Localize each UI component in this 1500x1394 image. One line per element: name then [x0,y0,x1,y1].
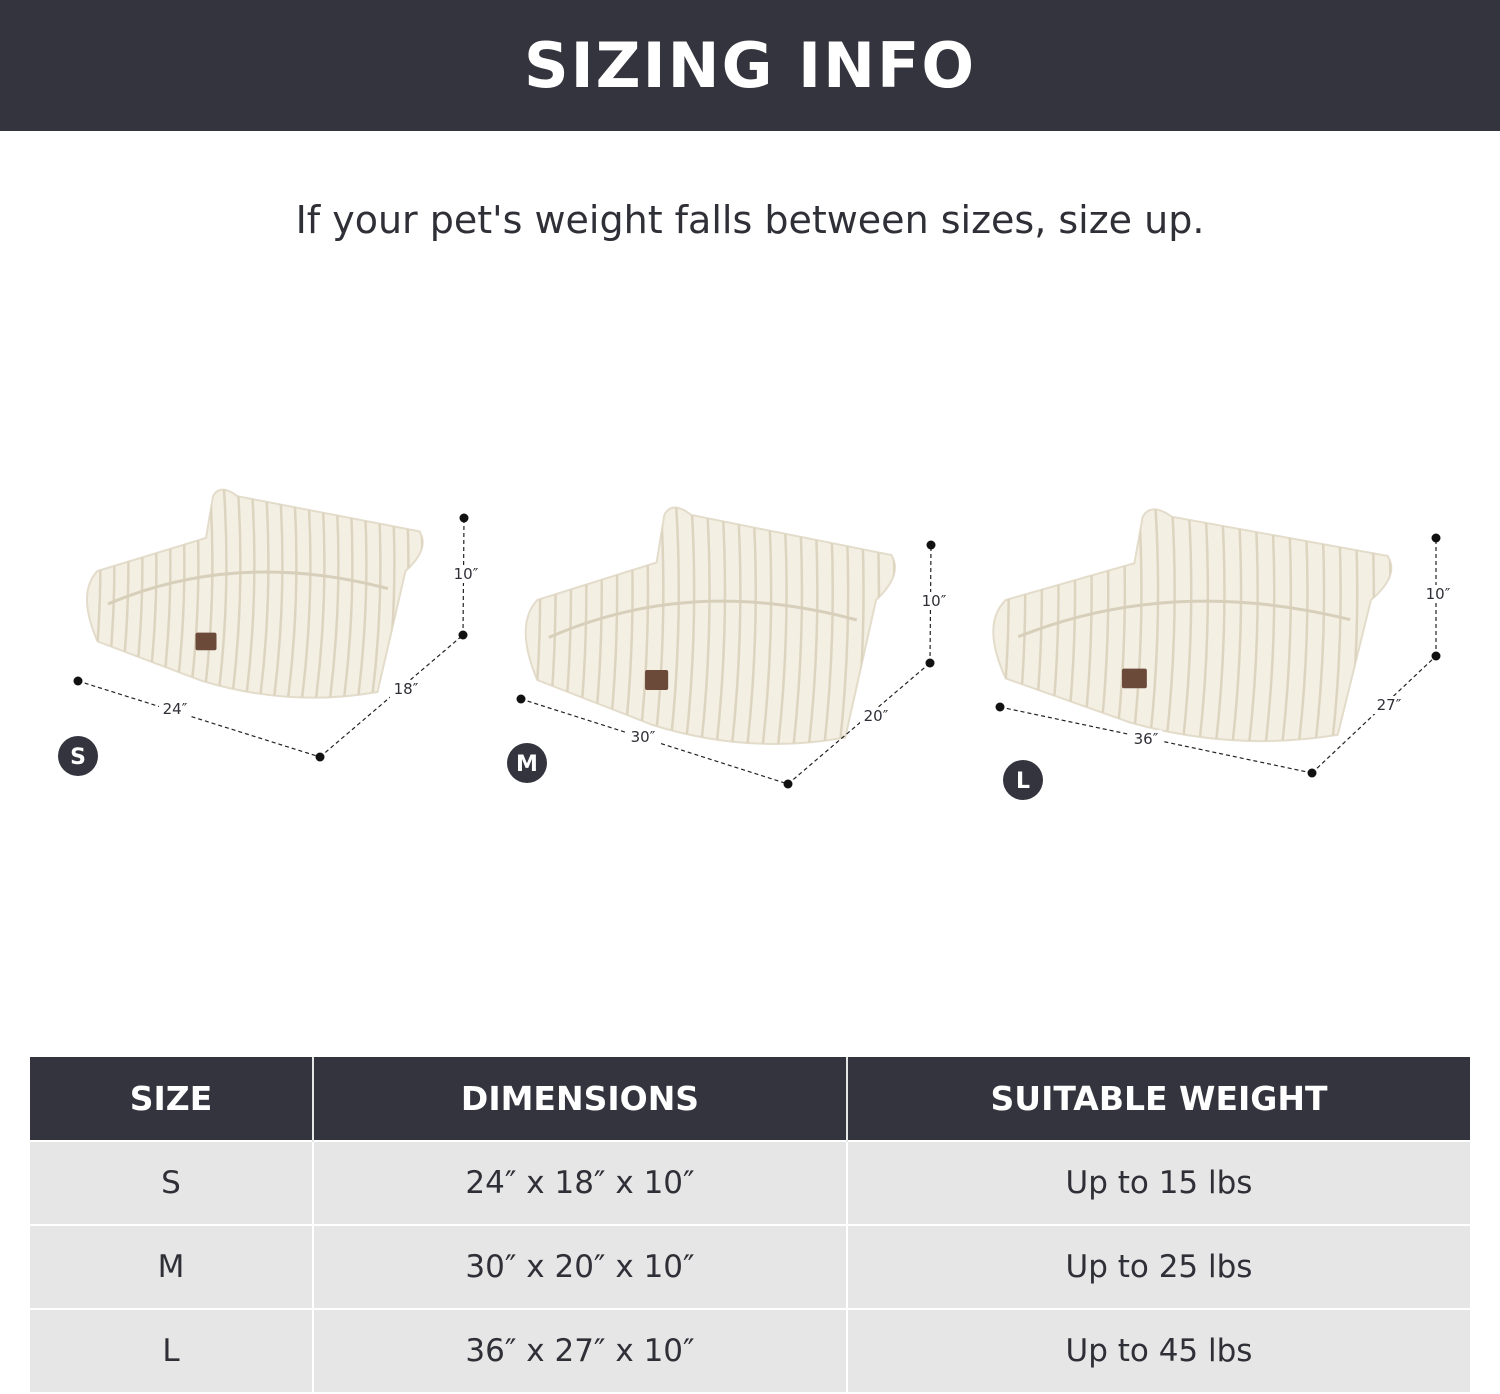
brand-tag [1121,668,1147,689]
height-label: 10″ [922,592,947,610]
dimension-dot [516,694,526,704]
dimension-dot [459,513,469,523]
dimension-dot [458,630,468,640]
header-dimensions: DIMENSIONS [313,1057,848,1141]
width-label: 24″ [163,700,188,718]
cell-weight: Up to 45 lbs [847,1308,1470,1392]
width-label: 30″ [631,728,656,746]
dimension-dot [995,702,1005,712]
depth-label: 20″ [864,707,889,725]
table-row: L 36″ x 27″ x 10″ Up to 45 lbs [30,1308,1470,1392]
bed-s: 24″ 18″ 10″ S [58,488,482,776]
size-badge-label: S [70,745,86,770]
height-label: 10″ [1426,585,1451,603]
dimension-dot [315,752,325,762]
size-badge-label: L [1016,769,1030,794]
header-size: SIZE [30,1057,314,1141]
dimension-dot [73,676,83,686]
brand-tag [195,632,217,651]
size-badge [1003,760,1043,800]
product-illustrations: 24″ 18″ 10″ S 30″ 20″ 10″ M 36″ 27″ 10″ L [58,488,1454,800]
cell-size: M [30,1224,314,1309]
sizing-tip: If your pet's weight falls between sizes… [295,198,1205,242]
dimension-dot [1307,768,1317,778]
size-badge [58,736,98,776]
cell-size: S [30,1140,314,1225]
dimension-dot [783,779,793,789]
table-row: M 30″ x 20″ x 10″ Up to 25 lbs [30,1224,1470,1309]
cell-dimensions: 36″ x 27″ x 10″ [313,1308,848,1392]
cell-weight: Up to 15 lbs [847,1140,1470,1225]
cell-dimensions: 24″ x 18″ x 10″ [313,1140,848,1225]
table-row: S 24″ x 18″ x 10″ Up to 15 lbs [30,1140,1470,1225]
size-badge-label: M [516,752,538,777]
dimension-dot [1431,533,1441,543]
cell-weight: Up to 25 lbs [847,1224,1470,1309]
bed-m: 30″ 20″ 10″ M [507,506,950,789]
header-banner: SIZING INFO [0,0,1500,131]
width-label: 36″ [1134,730,1159,748]
dimension-dot [926,540,936,550]
bed-l: 36″ 27″ 10″ L [992,508,1454,800]
brand-tag [645,670,669,690]
table-header-row: SIZE DIMENSIONS SUITABLE WEIGHT [30,1057,1470,1141]
cell-size: L [30,1308,314,1392]
dimension-dot [925,658,935,668]
page-title: SIZING INFO [523,29,977,102]
size-badge [507,743,547,783]
cell-dimensions: 30″ x 20″ x 10″ [313,1224,848,1309]
dimension-dot [1431,651,1441,661]
size-table: SIZE DIMENSIONS SUITABLE WEIGHT S 24″ x … [30,1057,1470,1392]
depth-label: 27″ [1377,696,1402,714]
depth-label: 18″ [394,680,419,698]
height-label: 10″ [454,565,479,583]
header-weight: SUITABLE WEIGHT [847,1057,1470,1141]
